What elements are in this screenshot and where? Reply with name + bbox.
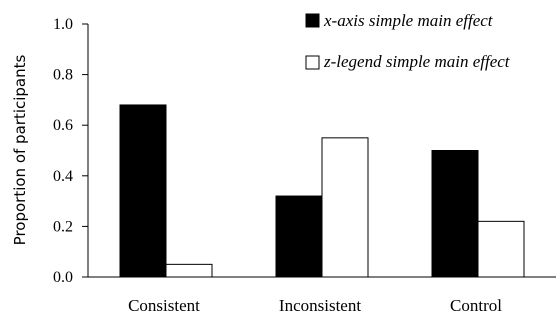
y-tick-label: 0.8 — [53, 67, 73, 84]
x-category-label: Inconsistent — [279, 296, 361, 315]
bar-control-series-2 — [477, 220, 525, 278]
x-category-label: Consistent — [128, 296, 200, 315]
legend: x-axis simple main effect z-legend simpl… — [305, 11, 511, 71]
bar-inconsistent-series-2 — [321, 137, 369, 278]
ticks: 0.0 0.2 0.4 0.6 0.8 1.0 Consistent Inconsistent… — [53, 16, 502, 315]
legend-label-series-2: z-legend simple main effect — [323, 52, 511, 71]
bar-control-series-1 — [431, 150, 479, 278]
y-tick-label: 0.2 — [53, 218, 73, 235]
bar-inconsistent-series-1 — [275, 195, 323, 278]
y-axis-title: Proportion of participants — [11, 54, 29, 245]
y-tick-label: 0.0 — [53, 269, 73, 286]
y-tick-label: 0.4 — [53, 168, 73, 185]
y-tick-label: 0.6 — [53, 117, 73, 134]
bars — [119, 104, 525, 278]
legend-label-series-1: x-axis simple main effect — [323, 11, 494, 30]
x-category-label: Control — [450, 296, 502, 315]
y-tick-label: 1.0 — [53, 16, 73, 33]
bar-consistent-series-1 — [119, 104, 167, 278]
legend-swatch-series-2 — [305, 55, 320, 70]
bar-consistent-series-2 — [165, 263, 213, 278]
legend-swatch-series-1 — [305, 13, 320, 28]
